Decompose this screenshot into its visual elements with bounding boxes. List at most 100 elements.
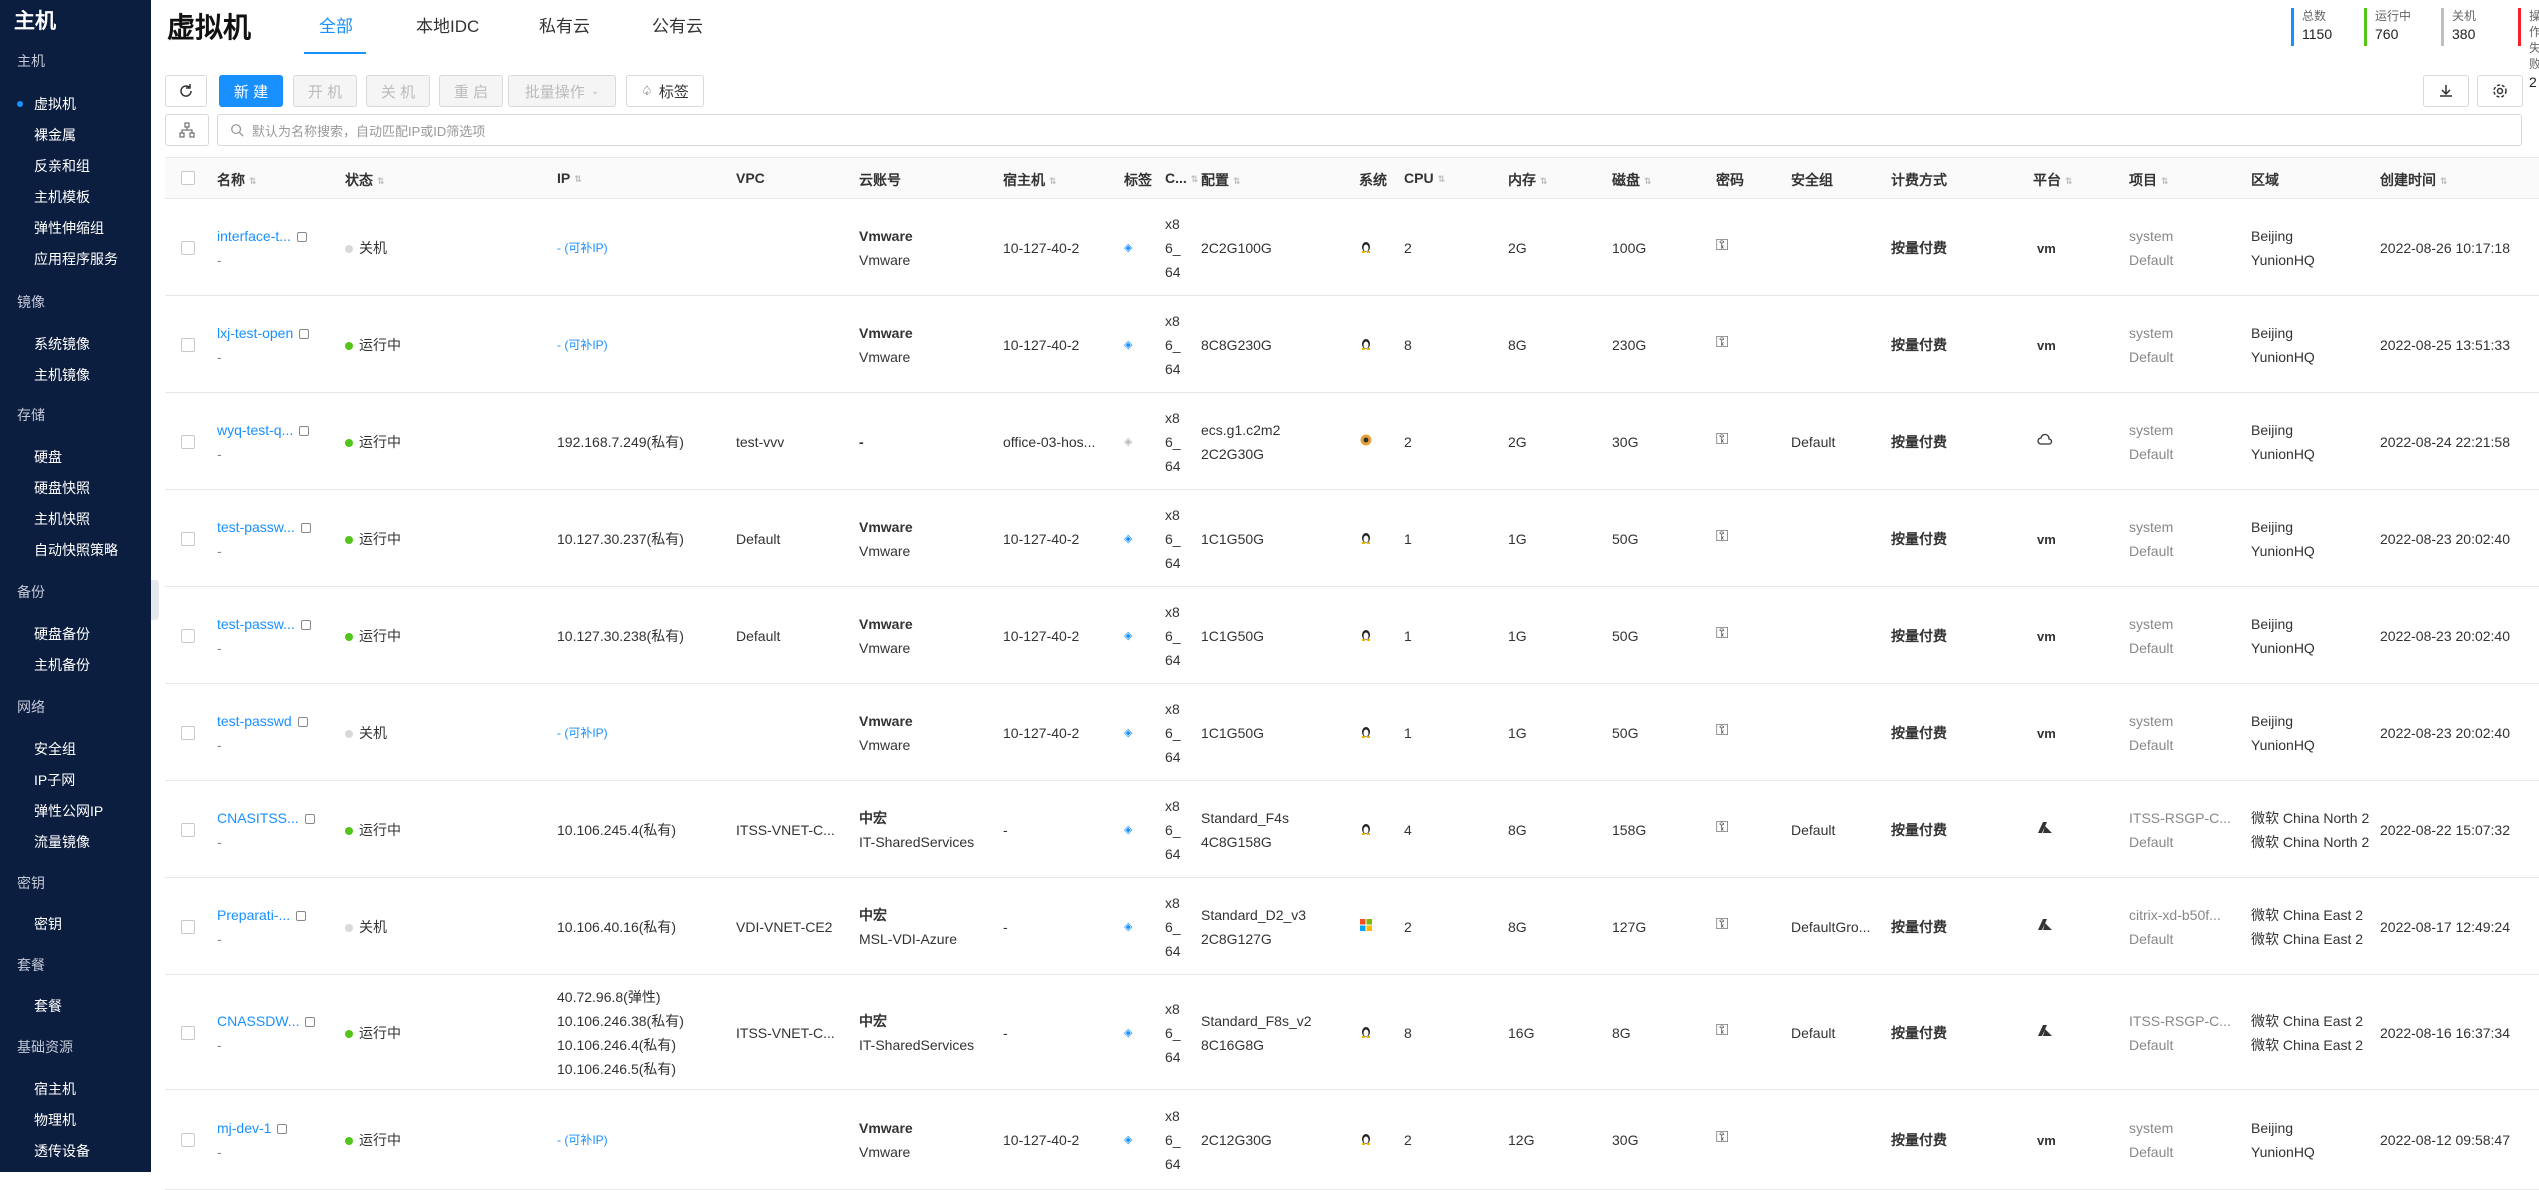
column-header[interactable]: CPU ⇅ [1404, 170, 1445, 186]
sort-icon[interactable]: ⇅ [377, 175, 385, 186]
table-row[interactable]: test-passwd - 关机 - (可补IP) Vmware Vmware 10-127… [165, 684, 2539, 781]
add-ip-link[interactable]: - (可补IP) [557, 725, 608, 740]
column-header[interactable]: 创建时间 ⇅ [2380, 170, 2448, 190]
sort-icon[interactable]: ⇅ [1233, 175, 1241, 186]
key-icon[interactable]: ⚿ [1716, 333, 1729, 351]
vm-name-link[interactable]: wyq-test-q... [217, 418, 310, 442]
row-checkbox[interactable] [181, 1025, 195, 1040]
sidebar-item-host-backup[interactable]: 主机备份 [34, 657, 90, 673]
vm-name-link[interactable]: test-passw... [217, 612, 311, 636]
sort-icon[interactable]: ⇅ [2065, 175, 2073, 186]
column-header[interactable]: 宿主机 ⇅ [1003, 170, 1057, 190]
stop-button[interactable]: 关 机 [366, 75, 430, 107]
tag-icon[interactable]: ◈ [1124, 823, 1133, 836]
tag-button[interactable]: ♤ 标签 [626, 75, 704, 107]
column-header[interactable]: C... ⇅ [1165, 170, 1198, 186]
vm-name-link[interactable]: lxj-test-open [217, 321, 310, 345]
add-ip-link[interactable]: - (可补IP) [557, 337, 608, 352]
key-icon[interactable]: ⚿ [1716, 624, 1729, 642]
column-header[interactable]: 配置 ⇅ [1201, 170, 1241, 190]
sidebar-item-keypair[interactable]: 密钥 [34, 916, 62, 932]
tag-icon[interactable]: ◈ [1124, 435, 1133, 448]
sort-icon[interactable]: ⇅ [2440, 175, 2448, 186]
tag-icon[interactable]: ◈ [1124, 920, 1133, 933]
row-checkbox[interactable] [181, 531, 195, 546]
sort-icon[interactable]: ⇅ [1190, 173, 1199, 184]
column-header[interactable]: IP ⇅ [557, 170, 582, 186]
key-icon[interactable]: ⚿ [1716, 1021, 1729, 1039]
sort-icon[interactable]: ⇅ [2161, 175, 2169, 186]
sort-icon[interactable]: ⇅ [249, 175, 257, 186]
vm-name-link[interactable]: Preparati-... [217, 903, 307, 927]
sidebar-item-eip[interactable]: 弹性公网IP [34, 803, 104, 819]
column-header[interactable]: 平台 ⇅ [2033, 170, 2073, 190]
tag-icon[interactable]: ◈ [1124, 241, 1133, 254]
row-checkbox[interactable] [181, 434, 195, 449]
column-header[interactable]: 磁盘 ⇅ [1612, 170, 1652, 190]
table-row[interactable]: lxj-test-open - 运行中 - (可补IP) Vmware Vmware 10-… [165, 296, 2539, 393]
key-icon[interactable]: ⚿ [1716, 721, 1729, 739]
sidebar-item-host-image[interactable]: 主机镜像 [34, 367, 90, 383]
refresh-button[interactable] [165, 75, 207, 107]
sidebar-item-package[interactable]: 套餐 [34, 998, 62, 1014]
sidebar-collapse-handle[interactable] [151, 580, 159, 620]
settings-button[interactable] [2477, 75, 2523, 107]
table-row[interactable]: test-passw... - 运行中 10.127.30.237(私有) Defaul… [165, 490, 2539, 587]
column-header[interactable]: 状态 ⇅ [345, 170, 385, 190]
key-icon[interactable]: ⚿ [1716, 430, 1729, 448]
sidebar-item-disk[interactable]: 硬盘 [34, 449, 62, 465]
sort-icon[interactable]: ⇅ [574, 173, 582, 184]
column-header[interactable]: 名称 ⇅ [217, 170, 257, 190]
tag-icon[interactable]: ◈ [1124, 532, 1133, 545]
sidebar-item-passthrough[interactable]: 透传设备 [34, 1143, 90, 1159]
stat-item[interactable]: 关机 380 [2441, 8, 2476, 46]
row-checkbox[interactable] [181, 822, 195, 837]
download-button[interactable] [2423, 75, 2469, 107]
row-checkbox[interactable] [181, 725, 195, 740]
vm-name-link[interactable]: test-passw... [217, 515, 311, 539]
sidebar-item-traffic-mirror[interactable]: 流量镜像 [34, 834, 90, 850]
column-header[interactable]: 项目 ⇅ [2129, 170, 2169, 190]
row-checkbox[interactable] [181, 337, 195, 352]
vm-name-link[interactable]: mj-dev-1 [217, 1116, 288, 1140]
table-row[interactable]: wyq-test-q... - 运行中 192.168.7.249(私有) test-v… [165, 393, 2539, 490]
row-checkbox[interactable] [181, 919, 195, 934]
sidebar-item-scaling-group[interactable]: 弹性伸缩组 [34, 220, 104, 236]
table-row[interactable]: interface-t... - 关机 - (可补IP) Vmware Vmware 10-… [165, 199, 2539, 296]
row-checkbox[interactable] [181, 1133, 195, 1147]
search-input[interactable]: 默认为名称搜索，自动匹配IP或ID筛选项 [217, 114, 2522, 146]
start-button[interactable]: 开 机 [293, 75, 357, 107]
tab-all[interactable]: 全部 [319, 17, 353, 36]
sidebar-item-system-image[interactable]: 系统镜像 [34, 336, 90, 352]
tag-icon[interactable]: ◈ [1124, 1134, 1133, 1146]
batch-actions-button[interactable]: 批量操作 ⌄ [508, 75, 616, 107]
tab-private-cloud[interactable]: 私有云 [539, 17, 590, 36]
sidebar-item-hostmachine[interactable]: 宿主机 [34, 1081, 76, 1097]
sidebar-item-snapshot-policy[interactable]: 自动快照策略 [34, 542, 118, 558]
tag-icon[interactable]: ◈ [1124, 338, 1133, 351]
add-ip-link[interactable]: - (可补IP) [557, 1133, 608, 1147]
key-icon[interactable]: ⚿ [1716, 915, 1729, 933]
sidebar-item-baremetal[interactable]: 裸金属 [34, 127, 76, 143]
sort-icon[interactable]: ⇅ [1437, 173, 1446, 184]
sidebar-item-host-snapshot[interactable]: 主机快照 [34, 511, 90, 527]
sort-icon[interactable]: ⇅ [1644, 175, 1652, 186]
vm-name-link[interactable]: interface-t... [217, 224, 307, 248]
key-icon[interactable]: ⚿ [1716, 1129, 1729, 1146]
select-all-checkbox[interactable] [181, 171, 195, 185]
key-icon[interactable]: ⚿ [1716, 527, 1729, 545]
column-header[interactable]: 内存 ⇅ [1508, 170, 1548, 190]
table-row[interactable]: CNASSDW... - 运行中 40.72.96.8(弹性) 10.106.246.3… [165, 975, 2539, 1090]
sidebar-item-anti-affinity[interactable]: 反亲和组 [34, 158, 90, 174]
tree-view-button[interactable] [165, 114, 209, 146]
sidebar-item-ip-subnet[interactable]: IP子网 [34, 772, 76, 788]
vm-name-link[interactable]: test-passwd [217, 709, 308, 733]
tab-local-idc[interactable]: 本地IDC [416, 17, 480, 36]
table-row[interactable]: test-passw... - 运行中 10.127.30.238(私有) Defaul… [165, 587, 2539, 684]
key-icon[interactable]: ⚿ [1716, 818, 1729, 836]
sidebar-item-disk-snapshot[interactable]: 硬盘快照 [34, 480, 90, 496]
tab-public-cloud[interactable]: 公有云 [652, 17, 703, 36]
stat-item[interactable]: 总数 1150 [2291, 8, 2332, 46]
tag-icon[interactable]: ◈ [1124, 629, 1133, 642]
restart-button[interactable]: 重 启 [439, 75, 503, 107]
